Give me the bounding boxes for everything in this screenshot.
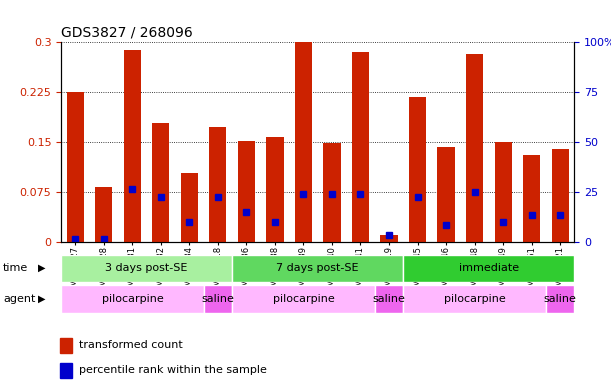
Bar (409, 97, 426, 242)
Bar (124, 50, 141, 242)
Text: saline: saline (373, 294, 406, 304)
Text: pilocarpine: pilocarpine (101, 294, 163, 304)
Bar (323, 143, 340, 242)
Bar (546, 285, 574, 313)
Bar (295, 42, 312, 242)
Bar (60, 362, 72, 378)
Bar (95, 187, 112, 242)
Bar (352, 52, 369, 242)
Text: pilocarpine: pilocarpine (273, 294, 334, 304)
Text: ▶: ▶ (38, 294, 45, 304)
Text: time: time (3, 263, 28, 273)
Bar (494, 142, 511, 242)
Text: agent: agent (3, 294, 35, 304)
Text: percentile rank within the sample: percentile rank within the sample (79, 365, 266, 375)
Bar (466, 53, 483, 242)
Bar (60, 338, 72, 353)
Text: immediate: immediate (459, 263, 519, 273)
Bar (203, 285, 232, 313)
Bar (552, 149, 569, 242)
Text: GDS3827 / 268096: GDS3827 / 268096 (61, 26, 193, 40)
Text: pilocarpine: pilocarpine (444, 294, 505, 304)
Bar (181, 173, 198, 242)
Bar (403, 255, 574, 282)
Bar (152, 123, 169, 242)
Bar (403, 285, 546, 313)
Text: ▶: ▶ (38, 263, 45, 273)
Bar (210, 127, 227, 242)
Bar (375, 285, 403, 313)
Bar (67, 92, 84, 242)
Bar (523, 156, 540, 242)
Text: saline: saline (202, 294, 235, 304)
Bar (61, 285, 203, 313)
Text: transformed count: transformed count (79, 340, 183, 350)
Bar (437, 147, 455, 242)
Bar (266, 137, 284, 242)
Bar (232, 255, 403, 282)
Text: 7 days post-SE: 7 days post-SE (276, 263, 359, 273)
Text: 3 days post-SE: 3 days post-SE (106, 263, 188, 273)
Bar (61, 255, 232, 282)
Bar (238, 141, 255, 242)
Text: saline: saline (544, 294, 577, 304)
Bar (381, 235, 398, 242)
Bar (232, 285, 375, 313)
